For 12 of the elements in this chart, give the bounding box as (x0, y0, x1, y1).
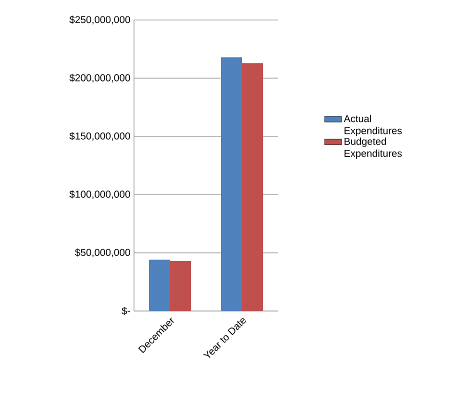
y-tick-label: $50,000,000 (74, 248, 130, 258)
legend-label: Budgeted Expenditures (344, 138, 402, 159)
y-tick-label: $100,000,000 (69, 190, 130, 199)
y-tick-label: $150,000,000 (69, 132, 130, 141)
y-tick-label: $200,000,000 (69, 74, 130, 83)
bar (242, 63, 263, 311)
bar (149, 260, 170, 311)
y-tick-label: $- (122, 306, 130, 316)
bar (221, 57, 242, 311)
y-tick-label: $250,000,000 (69, 16, 130, 24)
bar (170, 260, 191, 311)
legend-label: Actual Expenditures (344, 114, 402, 136)
